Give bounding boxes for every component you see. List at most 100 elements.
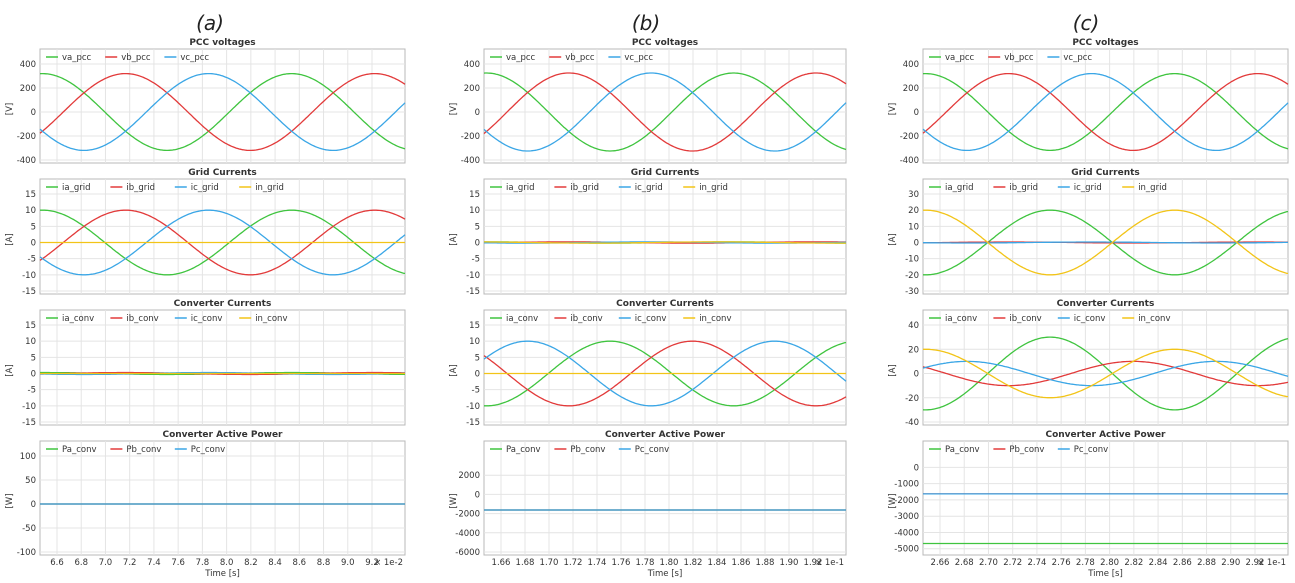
y-axis-label: [V] — [449, 103, 459, 115]
x-tick-label: 1.80 — [660, 558, 679, 568]
x-tick-label: 2.82 — [1124, 558, 1143, 568]
plot-frame — [39, 309, 406, 426]
series-line-vc_pcc — [922, 72, 1289, 152]
x-axis-label: Time [s] — [647, 569, 683, 579]
series-line-in_grid — [484, 241, 846, 244]
y-tick-label: -10 — [466, 402, 480, 412]
legend-label: in_conv — [255, 314, 287, 324]
x-tick-label: 1.84 — [708, 558, 727, 568]
legend-label: in_grid — [699, 183, 728, 193]
legend-label: ic_conv — [191, 314, 223, 324]
y-tick-label: 10 — [469, 206, 480, 216]
x-tick-label: 7.0 — [99, 558, 113, 568]
series-line-va_pcc — [922, 72, 1289, 152]
y-tick-label: -10 — [466, 271, 480, 281]
y-tick-label: -10 — [22, 271, 36, 281]
x-axis-label: Time [s] — [1087, 569, 1123, 579]
legend-label: in_grid — [1138, 183, 1167, 193]
x-tick-label: 2.80 — [1100, 558, 1119, 568]
y-tick-label: 10 — [25, 337, 36, 347]
series-line-vb_pcc — [922, 72, 1289, 152]
chart-title: Grid Currents — [1071, 168, 1140, 178]
series-line-in_conv — [923, 348, 1289, 399]
chart-title: Converter Active Power — [605, 430, 726, 440]
x-tick-label: 2.70 — [979, 558, 998, 568]
x-tick-label: 1.82 — [684, 558, 703, 568]
y-tick-label: 5 — [31, 353, 36, 363]
series-line-ib_grid — [923, 241, 1288, 244]
legend-label: va_pcc — [945, 53, 975, 63]
legend-label: Pa_conv — [62, 445, 97, 455]
chart-1-2: Converter Currents 15 10 5 0 -5 -10 -15 [A] ia_co… — [449, 299, 847, 428]
y-tick-label: 5 — [31, 222, 36, 232]
legend-label: vb_pcc — [565, 53, 595, 63]
legend-label: ib_grid — [570, 183, 599, 193]
legend-label: ib_conv — [570, 314, 602, 324]
x-tick-label: 2.72 — [1003, 558, 1022, 568]
legend-label: ic_grid — [635, 183, 663, 193]
x-tick-label: 1.72 — [564, 558, 583, 568]
y-axis-label: [A] — [888, 233, 898, 245]
y-tick-label: 50 — [25, 476, 36, 486]
chart-2-1: Grid Currents 30 20 10 0 -10 -20 -30 [A] ia_grid i… — [888, 168, 1289, 297]
series-line-vb_pcc — [483, 72, 847, 152]
x-tick-label: 8.2 — [244, 558, 258, 568]
y-tick-label: 40 — [908, 321, 919, 331]
y-tick-label: 0 — [914, 239, 919, 249]
x-tick-label: 2.76 — [1052, 558, 1071, 568]
y-tick-label: -2000 — [894, 496, 919, 506]
plot-frame — [483, 178, 847, 295]
legend-label: vb_pcc — [1004, 53, 1034, 63]
plot-frame — [922, 440, 1289, 556]
series-line-va_pcc — [483, 72, 847, 152]
series-line-ia_conv — [484, 340, 847, 407]
chart-2-0: PCC voltages 400 200 0 -200 -400 [V] va_pcc vb_p… — [888, 38, 1289, 166]
y-tick-label: 20 — [908, 206, 919, 216]
y-tick-label: 0 — [475, 108, 480, 118]
y-tick-label: 200 — [20, 84, 36, 94]
y-tick-label: 400 — [464, 60, 480, 70]
y-tick-label: 15 — [469, 190, 480, 200]
y-tick-label: 0 — [475, 490, 480, 500]
legend-label: in_conv — [1138, 314, 1170, 324]
y-tick-label: -100 — [17, 548, 36, 558]
y-axis-label: [V] — [5, 103, 15, 115]
y-tick-label: -15 — [22, 418, 36, 428]
x-tick-label: 2.84 — [1149, 558, 1168, 568]
legend-label: ib_grid — [126, 183, 155, 193]
legend-label: Pc_conv — [635, 445, 669, 455]
y-tick-label: -200 — [17, 132, 36, 142]
chart-0-2: Converter Currents 15 10 5 0 -5 -10 -15 [A] ia_co… — [5, 299, 406, 428]
y-tick-label: 0 — [475, 239, 480, 249]
legend-label: ic_grid — [1074, 183, 1102, 193]
y-tick-label: -3000 — [894, 512, 919, 522]
x-tick-label: 7.8 — [196, 558, 210, 568]
chart-1-1: Grid Currents 15 10 5 0 -5 -10 -15 [A] ia_grid ib_… — [449, 168, 847, 297]
y-tick-label: -15 — [466, 418, 480, 428]
y-tick-label: -4000 — [894, 528, 919, 538]
legend-label: ia_grid — [506, 183, 534, 193]
y-tick-label: 15 — [25, 190, 36, 200]
legend-label: va_pcc — [62, 53, 92, 63]
x-tick-label: 2.78 — [1076, 558, 1095, 568]
legend-label: Pb_conv — [126, 445, 161, 455]
series-line-ia_grid — [923, 209, 1289, 276]
series-line-ic_conv — [39, 371, 405, 376]
x-tick-label: 9.2 — [365, 558, 379, 568]
y-tick-label: 0 — [914, 108, 919, 118]
chart-1-3: Converter Active Power 2000 0 -2000 -4000 -60… — [449, 430, 847, 579]
y-tick-label: -400 — [461, 156, 480, 166]
legend-label: Pb_conv — [570, 445, 605, 455]
plot-frame — [39, 48, 406, 164]
x-tick-label: 7.2 — [123, 558, 137, 568]
y-tick-label: 0 — [475, 370, 480, 380]
x-tick-label: 6.6 — [50, 558, 64, 568]
series-line-ib_grid — [39, 209, 406, 276]
y-tick-label: -5 — [28, 255, 36, 265]
y-tick-label: 10 — [908, 222, 919, 232]
y-tick-label: -20 — [905, 394, 919, 404]
y-axis-label: [A] — [449, 364, 459, 376]
legend-label: va_pcc — [506, 53, 536, 63]
x-tick-label: 7.4 — [147, 558, 161, 568]
